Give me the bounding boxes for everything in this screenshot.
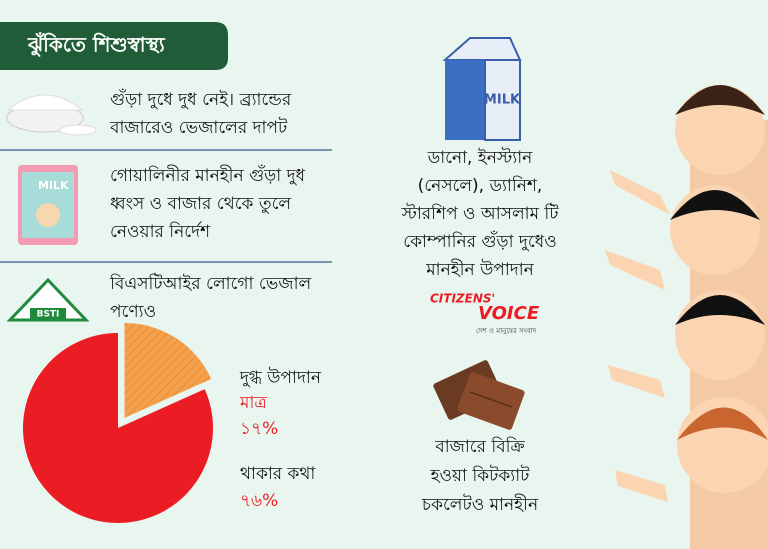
item-text: গোয়ালিনীর মানহীন গুঁড়া দুধ: [110, 165, 306, 186]
milk-text: মানহীন উপাদান: [425, 259, 534, 280]
item-text: গুঁড়া দুধে দুধ নেই। ব্র্যান্ডের: [110, 89, 292, 110]
title: ঝুঁকিতে শিশুস্বাস্থ্য: [27, 32, 166, 58]
kids-illustration: [605, 85, 768, 549]
chocolate-icon: [433, 360, 525, 430]
logo-tagline: দেশ ও মানুষের সংবাদ: [476, 327, 537, 335]
pie-label: থাকার কথা: [240, 464, 316, 484]
powder-icon: [6, 94, 97, 136]
chocolate-text: হওয়া কিটক্যাট: [430, 465, 531, 486]
logo-word: CITIZENS': [430, 292, 495, 306]
item-text: বাজারেও ভেজালের দাপট: [109, 117, 288, 138]
milk-text: ডানো, ইনস্ট্যান: [427, 147, 533, 168]
milk-carton-icon: MILK: [442, 37, 522, 141]
chocolate-text: বাজারে বিক্রি: [434, 436, 525, 457]
pie-value-label: ১৭%: [240, 419, 278, 439]
item-text: ধ্বংস ও বাজার থেকে তুলে: [110, 194, 291, 214]
icon-text: MILK: [38, 179, 69, 192]
pie-value-label: ৭৬%: [240, 491, 278, 511]
pie-label: দুগ্ধ উপাদান: [239, 367, 322, 388]
pie-slice: [22, 333, 213, 524]
title-banner: [0, 22, 228, 70]
icon-text: BSTI: [37, 310, 60, 320]
logo-word: VOICE: [478, 303, 540, 324]
item-text: নেওয়ার নির্দেশ: [110, 221, 211, 242]
pie-hatch: [124, 322, 212, 418]
bsti-icon: BSTI: [6, 277, 90, 322]
milk-text: স্টারশিপ ও আসলাম টি: [400, 203, 559, 224]
item-text: বিএসটিআইর লোগো ভেজাল: [109, 273, 312, 294]
milk-can-icon: MILK: [18, 165, 78, 245]
chocolate-text: চকলেটও মানহীন: [421, 494, 539, 515]
pie-annotation: মাত্র: [239, 393, 267, 413]
item-text: পণ্যেও: [110, 302, 156, 322]
milk-text: কোম্পানির গুঁড়া দুধেও: [403, 231, 556, 252]
milk-text: (নেসলে), ড্যানিশ,: [418, 175, 543, 196]
icon-text: MILK: [484, 93, 521, 108]
